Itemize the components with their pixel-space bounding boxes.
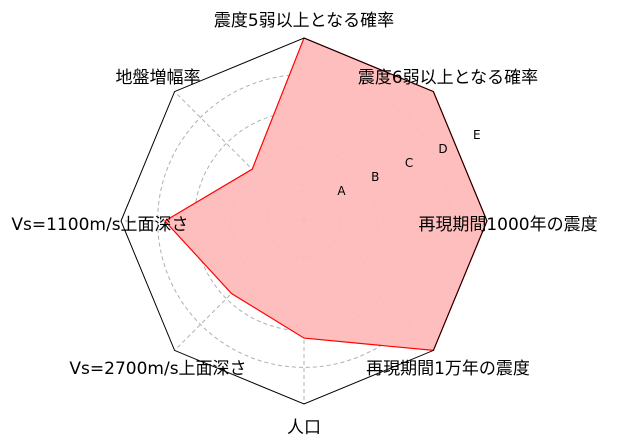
tick-label-E: E: [473, 128, 481, 142]
tick-label-B: B: [371, 170, 379, 184]
axis-label-3: 再現期間1000年の震度: [418, 215, 597, 235]
frame-layer: [120, 37, 488, 405]
axis-label-1: 震度5弱以上となる確率: [214, 11, 394, 31]
tick-label-A: A: [337, 184, 346, 198]
tick-label-D: D: [438, 142, 447, 156]
axis-label-4: 再現期間1万年の震度: [366, 359, 530, 379]
axis-label-5: 人口: [287, 418, 321, 438]
tick-layer: A B C D E: [337, 128, 480, 198]
axis-label-7: Vs=1100m/s上面深さ: [11, 215, 188, 235]
outer-frame: [120, 37, 488, 405]
axis-label-6: Vs=2700m/s上面深さ: [69, 359, 246, 379]
axis-label-2: 震度6弱以上となる確率: [358, 68, 538, 88]
label-layer: 震度5弱以上となる確率震度6弱以上となる確率再現期間1000年の震度再現期間1万…: [11, 11, 597, 438]
tick-label-C: C: [405, 156, 413, 170]
axis-label-8: 地盤増幅率: [116, 68, 201, 88]
